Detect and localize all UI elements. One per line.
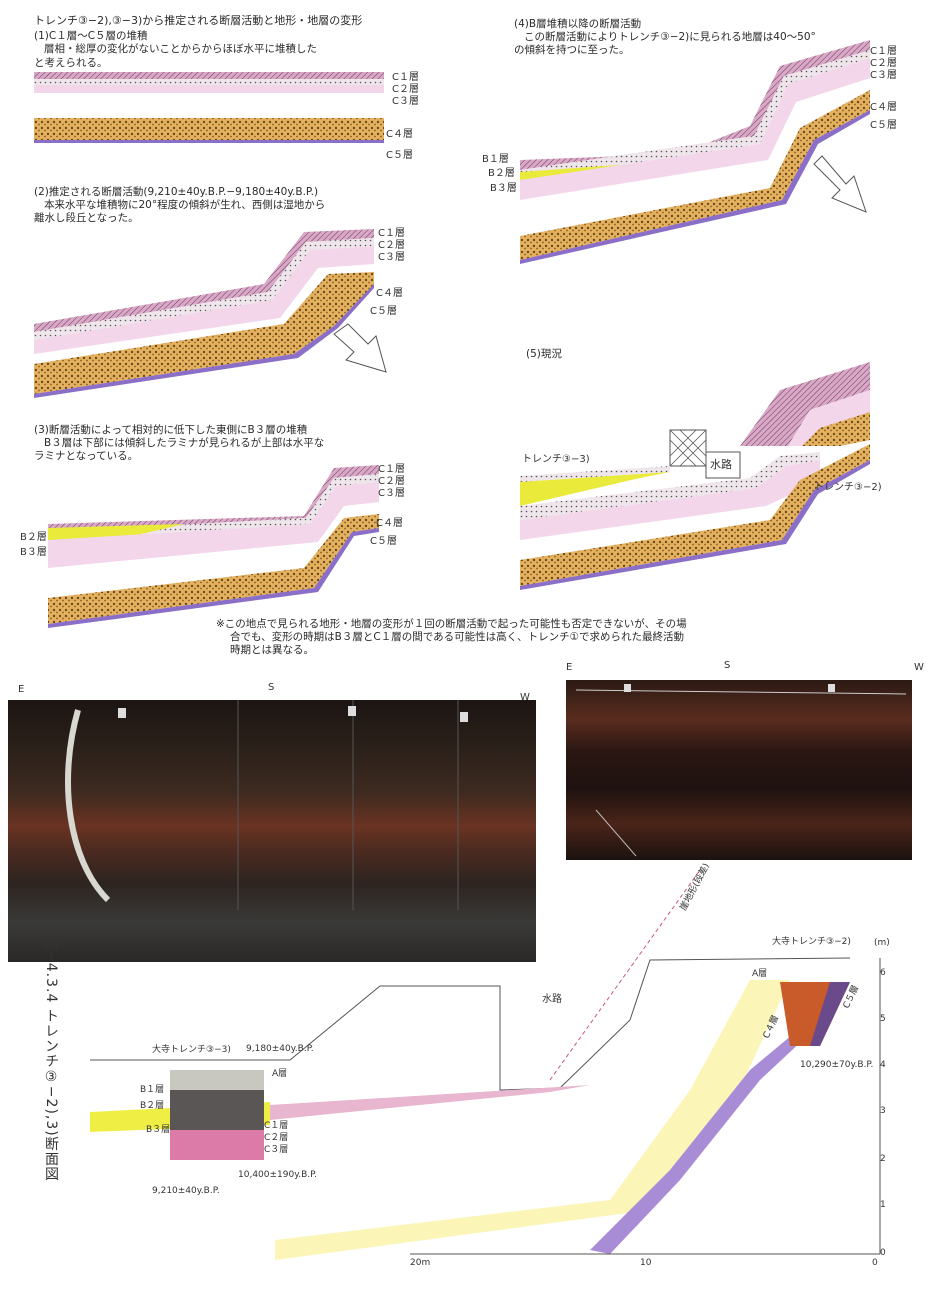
- left-photo-s-label: S: [268, 682, 275, 693]
- p1-c1-label: C１層: [392, 72, 419, 83]
- panel3-body1: B３層は下部には傾斜したラミナが見られるが上部は水平な: [44, 437, 325, 449]
- p4-c5-label: C５層: [870, 120, 897, 131]
- p2-c2-label: C２層: [378, 240, 405, 251]
- section-c2-label: C２層: [264, 1133, 289, 1143]
- panel1-diagram: [34, 72, 384, 143]
- p1-c4-label: C４層: [386, 129, 413, 140]
- figure-caption: 図−4.3.4 トレンチ③−2),3)断面図: [43, 935, 59, 1182]
- y-tick-4: 4: [880, 1060, 886, 1070]
- section-waterway-label: 水路: [542, 994, 562, 1005]
- p4-b2-label: B２層: [488, 168, 515, 179]
- y-tick-0: 0: [880, 1248, 886, 1258]
- p4-b3-label: B３層: [490, 183, 517, 194]
- p1-c5-label: C５層: [386, 150, 413, 161]
- panel4-heading: (4)B層堆積以降の断層活動: [514, 18, 642, 30]
- p2-c3-label: C３層: [378, 252, 405, 263]
- panel2-heading: (2)推定される断層活動(9,210±40y.B.P.−9,180±40y.B.…: [34, 186, 319, 198]
- panel1-heading: (1)C１層〜C５層の堆積: [34, 30, 148, 42]
- p3-b2-label: B２層: [20, 532, 47, 543]
- panel2-diagram: [34, 229, 387, 398]
- y-axis-unit: (m): [874, 938, 890, 948]
- p2-c1-label: C１層: [378, 228, 405, 239]
- p3-c5-label: C５層: [370, 536, 397, 547]
- panel1-body1: 層相・総厚の変化がないことからからほぼ水平に堆積した: [44, 43, 317, 55]
- section-b2-label: B２層: [140, 1101, 165, 1111]
- p2-c4-label: C４層: [376, 288, 403, 299]
- cross-section-diagram: [90, 869, 881, 1260]
- y-tick-2: 2: [880, 1154, 886, 1164]
- p1-c2-label: C２層: [392, 84, 419, 95]
- p3-c4-label: C４層: [376, 518, 403, 529]
- note-line1: ※この地点で見られる地形・地層の変形が１回の断層活動で起った可能性も否定できない…: [216, 618, 687, 630]
- panel4-body1: この断層活動によりトレンチ③−2)に見られる地層は40〜50°: [524, 31, 816, 43]
- date-10400: 10,400±190y.B.P.: [238, 1170, 318, 1180]
- p2-c5-label: C５層: [370, 306, 397, 317]
- date-9180: 9,180±40y.B.P.: [246, 1044, 314, 1054]
- y-tick-1: 1: [880, 1200, 886, 1210]
- left-photo-e-label: E: [18, 684, 25, 695]
- p4-c3-label: C３層: [870, 70, 897, 81]
- trench3-title: 大寺トレンチ③−3): [152, 1045, 231, 1055]
- panel3-heading: (3)断層活動によって相対的に低下した東側にB３層の堆積: [34, 424, 308, 436]
- y-tick-6: 6: [880, 968, 886, 978]
- panel1-body2: と考えられる。: [34, 57, 108, 69]
- panel2-body1: 本来水平な堆積物に20°程度の傾斜が生れ、西側は湿地から: [44, 199, 326, 211]
- right-photo-s-label: S: [724, 660, 731, 671]
- section-b3-label: B３層: [146, 1125, 171, 1135]
- right-photo-e-label: E: [566, 662, 573, 673]
- page-title: トレンチ③−2),③−3)から推定される断層活動と地形・地層の変形: [34, 14, 363, 27]
- note-line2: 合でも、変形の時期はB３層とC１層の間である可能性は高く、トレンチ①で求められた…: [230, 631, 685, 643]
- p4-b1-label: B１層: [482, 154, 509, 165]
- date-10290: 10,290±70y.B.P.: [800, 1060, 874, 1070]
- p5-trench2-label: トレンチ③−2): [814, 482, 882, 493]
- section-c1-label: C１層: [264, 1121, 289, 1131]
- p3-c3-label: C３層: [378, 488, 405, 499]
- panel4-body2: の傾斜を持つに至った。: [514, 44, 630, 56]
- panel4-diagram: [520, 40, 870, 264]
- p4-c2-label: C２層: [870, 58, 897, 69]
- section-c3-label: C３層: [264, 1145, 289, 1155]
- panel3-diagram: [48, 465, 379, 628]
- a-layer-left: A層: [272, 1069, 288, 1079]
- panel3-body2: ラミナとなっている。: [34, 450, 139, 462]
- trench2-title: 大寺トレンチ③−2): [772, 937, 851, 947]
- x-tick-10: 10: [640, 1258, 652, 1268]
- date-9210: 9,210±40y.B.P.: [152, 1186, 220, 1196]
- panel2-body2: 離水し段丘となった。: [34, 212, 139, 224]
- note-line3: 時期とは異なる。: [230, 644, 314, 656]
- section-b1-label: B１層: [140, 1085, 165, 1095]
- x-tick-20m: 20m: [410, 1258, 431, 1268]
- panel5-diagram: [520, 362, 870, 590]
- right-photo-w-label: W: [914, 662, 924, 673]
- p3-c1-label: C１層: [378, 464, 405, 475]
- p4-c1-label: C１層: [870, 46, 897, 57]
- p3-c2-label: C２層: [378, 476, 405, 487]
- trench-photo-left: [8, 700, 536, 962]
- p3-b3-label: B３層: [20, 547, 47, 558]
- p5-trench3-label: トレンチ③−3): [522, 454, 590, 465]
- p5-waterway-label: 水路: [710, 458, 732, 471]
- a-layer-right: A層: [752, 969, 768, 979]
- x-tick-0: 0: [872, 1258, 878, 1268]
- left-photo-w-label: W: [520, 692, 530, 703]
- p1-c3-label: C３層: [392, 96, 419, 107]
- panel5-heading: (5)現況: [526, 348, 562, 360]
- p4-c4-label: C４層: [870, 102, 897, 113]
- trench-photo-right: [566, 680, 912, 860]
- y-tick-3: 3: [880, 1106, 886, 1116]
- y-tick-5: 5: [880, 1014, 886, 1024]
